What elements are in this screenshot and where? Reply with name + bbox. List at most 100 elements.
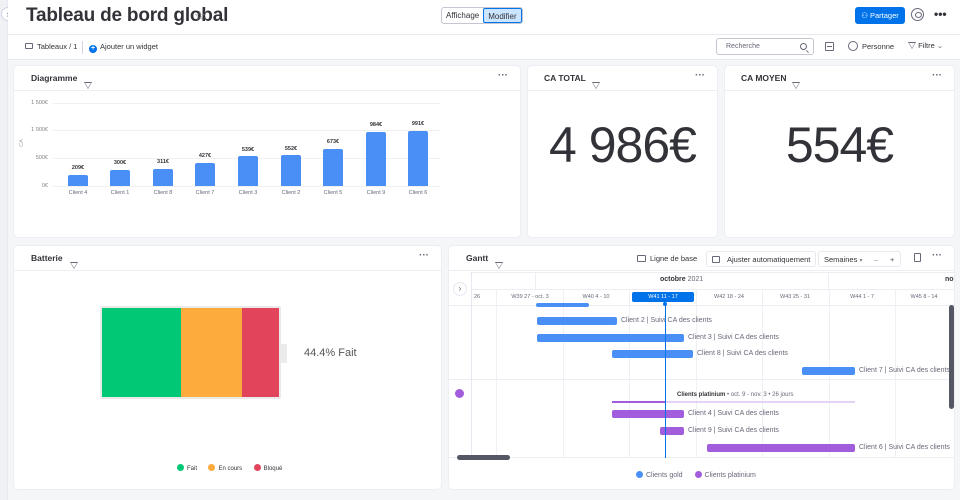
widget-header: Diagramme ··· xyxy=(14,66,520,91)
star-icon[interactable]: ☆ xyxy=(194,8,206,23)
more-icon[interactable]: ··· xyxy=(419,250,429,261)
gantt-bar-client-4[interactable] xyxy=(612,410,684,418)
divider xyxy=(82,41,83,54)
x-label: Client 9 xyxy=(366,190,386,196)
more-icon[interactable]: ··· xyxy=(695,70,705,81)
bar-client-6[interactable] xyxy=(408,131,428,186)
ca-total-widget: CA TOTAL ··· 4 986€ xyxy=(528,66,717,237)
zoom-in-button[interactable]: + xyxy=(890,255,895,264)
bar-client-5[interactable] xyxy=(323,149,343,186)
group-color-dot[interactable] xyxy=(455,389,464,398)
filter-icon[interactable] xyxy=(792,75,800,93)
group-span xyxy=(665,401,855,403)
boards-label: Tableaux / 1 xyxy=(37,42,78,51)
view-affichage-button[interactable]: Affichage xyxy=(446,11,480,20)
baseline-button[interactable]: Ligne de base xyxy=(637,251,697,267)
toolbar: Tableaux / 1 + Ajouter un widget Recherch… xyxy=(8,35,960,60)
more-icon[interactable]: ••• xyxy=(934,7,947,21)
gantt-bar-client-9[interactable] xyxy=(660,427,684,435)
bar-client-7[interactable] xyxy=(195,163,215,186)
group-summary: Clients platinium • oct. 9 - nov. 3 • 26… xyxy=(677,392,794,398)
x-label: Client 7 xyxy=(195,190,215,196)
x-label: Client 4 xyxy=(68,190,88,196)
save-icon[interactable] xyxy=(825,42,834,51)
more-icon[interactable]: ··· xyxy=(932,250,942,261)
gantt-bar-client-7[interactable] xyxy=(802,367,855,375)
zoom-out-button[interactable]: – xyxy=(874,255,879,264)
bar-client-8[interactable] xyxy=(153,169,173,186)
legend-dot xyxy=(253,464,261,471)
legend-item-platinium[interactable]: Clients platinium xyxy=(694,471,756,479)
x-label: Client 1 xyxy=(110,190,130,196)
gantt-bar-client-1[interactable] xyxy=(536,303,589,307)
filter-icon[interactable] xyxy=(84,75,92,93)
gantt-bar-client-3[interactable] xyxy=(537,334,684,342)
week-label: W43 25 - 31 xyxy=(780,294,810,300)
bar-client-4[interactable] xyxy=(68,175,88,186)
boards-link[interactable]: Tableaux / 1 xyxy=(25,42,77,51)
autofit-label: Ajuster automatiquement xyxy=(727,255,811,264)
view-modifier-button[interactable]: Modifier xyxy=(483,8,522,23)
battery-segment-fait[interactable] xyxy=(102,308,181,397)
legend-label: Fait xyxy=(187,466,198,472)
y-tick: 0€ xyxy=(41,183,48,189)
share-button[interactable]: ⚇ Partager xyxy=(855,7,905,24)
share-label: Partager xyxy=(869,11,899,20)
bar-client-2[interactable] xyxy=(281,155,301,186)
bar-client-9[interactable] xyxy=(366,132,386,186)
gridline xyxy=(53,186,440,187)
battery-segment-bloque[interactable] xyxy=(242,308,279,397)
add-widget-label: Ajouter un widget xyxy=(100,42,158,51)
bar-client-1[interactable] xyxy=(110,170,130,186)
bar-client-3[interactable] xyxy=(238,156,258,186)
widget-header: Gantt Ligne de base Ajuster automatiquem… xyxy=(449,246,954,271)
baseline-icon xyxy=(637,255,646,262)
person-filter-button[interactable]: Personne xyxy=(848,41,894,51)
add-widget-button[interactable]: + Ajouter un widget xyxy=(89,42,158,53)
search-placeholder: Recherche xyxy=(726,43,760,50)
horizontal-scrollbar[interactable] xyxy=(457,455,510,460)
filter-icon[interactable] xyxy=(592,75,600,93)
export-icon[interactable] xyxy=(914,251,921,267)
legend-item-bloque[interactable]: Bloqué xyxy=(253,464,282,472)
legend-item-fait[interactable]: Fait xyxy=(177,464,198,472)
widget-header: Batterie ··· xyxy=(14,246,441,271)
autofit-button[interactable]: Ajuster automatiquement xyxy=(706,251,817,267)
vertical-scrollbar[interactable] xyxy=(949,305,954,409)
legend-item-gold[interactable]: Clients gold xyxy=(636,471,683,479)
filter-icon[interactable] xyxy=(495,255,503,273)
more-icon[interactable]: ··· xyxy=(498,70,508,81)
header: Tableau de bord global ☆ Affichage Modif… xyxy=(8,0,960,35)
gantt-bar-client-8[interactable] xyxy=(612,350,693,358)
chevron-down-icon: ⌄ xyxy=(936,41,944,50)
today-marker-dot xyxy=(663,302,667,306)
chat-icon[interactable] xyxy=(911,8,924,21)
legend-dot xyxy=(694,471,702,478)
filter-button[interactable]: Filtre ⌄ xyxy=(908,41,943,50)
x-label: Client 8 xyxy=(153,190,173,196)
search-input[interactable]: Recherche xyxy=(716,38,814,55)
board-icon xyxy=(25,43,33,49)
gantt-bar-client-6[interactable] xyxy=(707,444,855,452)
bar-value-label: 552€ xyxy=(284,146,298,152)
week-label: W44 1 - 7 xyxy=(850,294,874,300)
legend-item-en-cours[interactable]: En cours xyxy=(208,464,242,472)
gantt-bar-client-2[interactable] xyxy=(537,317,617,325)
more-icon[interactable]: ··· xyxy=(932,70,942,81)
current-week-label: W41 11 - 17 xyxy=(632,292,694,302)
battery-segment-en-cours[interactable] xyxy=(181,308,242,397)
week-label: 26 xyxy=(473,294,481,300)
expand-groups-chevron-icon[interactable]: › xyxy=(453,282,467,296)
gantt-row-label: Client 6 | Suivi CA des clients xyxy=(859,444,950,451)
y-tick: 1 000€ xyxy=(31,127,48,133)
scale-select[interactable]: Semaines ▾ – + xyxy=(818,251,901,267)
filter-icon[interactable] xyxy=(70,255,78,273)
plus-icon: + xyxy=(89,45,97,53)
group-progress xyxy=(612,401,665,403)
page-title: Tableau de bord global xyxy=(26,5,229,26)
person-icon xyxy=(848,41,858,51)
x-label: Client 2 xyxy=(281,190,301,196)
legend-label: Clients platinium xyxy=(704,472,756,479)
widget-title: CA MOYEN xyxy=(741,73,787,83)
widget-title: Diagramme xyxy=(31,73,78,83)
